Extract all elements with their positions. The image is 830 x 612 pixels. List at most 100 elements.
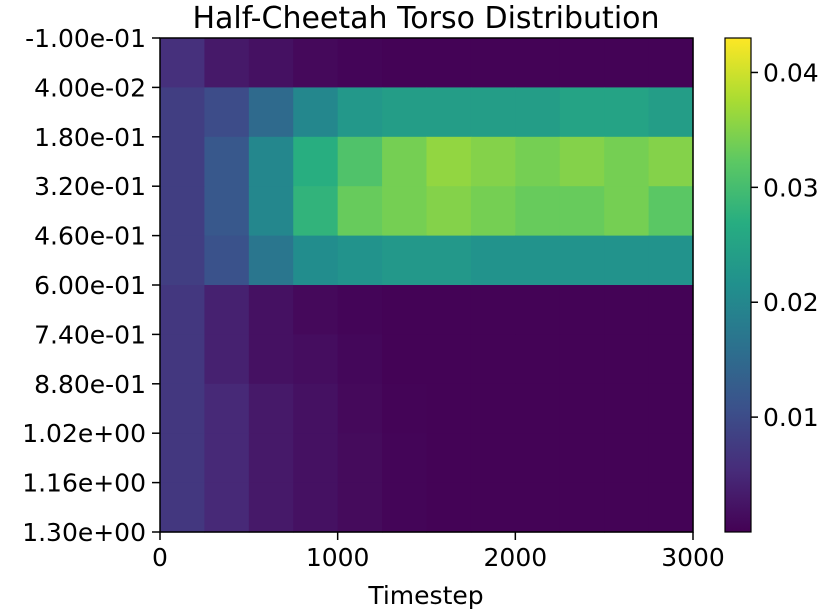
heatmap-cell (559, 334, 605, 385)
y-tick-label: 7.40e-01 (34, 320, 146, 349)
heatmap-cell (604, 482, 650, 533)
heatmap-cell (204, 235, 250, 286)
heatmap-cell (204, 87, 250, 138)
heatmap-cell (470, 235, 516, 286)
heatmap-cell (293, 235, 339, 286)
heatmap-cell (426, 334, 472, 385)
heatmap-cell (337, 482, 383, 533)
heatmap-cell (248, 186, 294, 237)
heatmap-cell (248, 38, 294, 88)
x-axis-label: Timestep (367, 581, 483, 610)
heatmap-cell (204, 383, 250, 434)
heatmap-cell (293, 38, 339, 88)
heatmap-cell (515, 285, 561, 335)
heatmap-cell (293, 136, 339, 187)
y-tick-label: 4.60e-01 (34, 222, 146, 251)
heatmap-cell (604, 186, 650, 237)
y-axis: -1.00e-01 4.00e-02 1.80e-01 3.20e-01 4.60e-0… (22, 24, 160, 547)
heatmap-cell (604, 38, 650, 88)
heatmap-cell (204, 433, 250, 484)
heatmap-cell (515, 136, 561, 187)
heatmap-cell (160, 433, 206, 484)
heatmap-cell (604, 383, 650, 434)
heatmap-cell (515, 235, 561, 286)
heatmap-cell (470, 334, 516, 385)
heatmap-cell (160, 334, 206, 385)
heatmap-cell (470, 87, 516, 138)
heatmap-cell (248, 334, 294, 385)
heatmap-cell (426, 136, 472, 187)
heatmap-cell (204, 334, 250, 385)
heatmap-cell (648, 38, 694, 88)
heatmap-cell (293, 482, 339, 533)
y-tick-label: 8.80e-01 (34, 370, 146, 399)
heatmap-cell (426, 383, 472, 434)
heatmap-cell (426, 38, 472, 88)
heatmap-cell (648, 334, 694, 385)
heatmap-cell (604, 334, 650, 385)
heatmap-cell (426, 235, 472, 286)
heatmap-cell (470, 186, 516, 237)
heatmap-cell (648, 235, 694, 286)
heatmap-cell (293, 186, 339, 237)
heatmap-cell (382, 334, 428, 385)
heatmap-cell (559, 38, 605, 88)
heatmap-cell (604, 433, 650, 484)
heatmap-cell (559, 383, 605, 434)
heatmap-cell (515, 186, 561, 237)
heatmap-cell (470, 433, 516, 484)
heatmap-cell (160, 285, 206, 335)
heatmap-cell (470, 136, 516, 187)
heatmap-cell (204, 285, 250, 335)
y-tick-label: 4.00e-02 (34, 73, 146, 102)
y-tick-label: -1.00e-01 (25, 24, 146, 53)
heatmap-cell (426, 433, 472, 484)
heatmap-cell (648, 285, 694, 335)
heatmap-cell (382, 482, 428, 533)
heatmap-cell (426, 87, 472, 138)
colorbar-tick-label: 0.02 (763, 288, 819, 317)
colorbar-gradient (724, 37, 752, 533)
heatmap-cell (160, 186, 206, 237)
heatmap-cell (337, 285, 383, 335)
heatmap-cell (337, 186, 383, 237)
heatmap-cell (248, 136, 294, 187)
y-tick-label: 1.02e+00 (22, 419, 146, 448)
heatmap-cell (604, 235, 650, 286)
heatmap-cell (248, 87, 294, 138)
heatmap-cell (382, 87, 428, 138)
heatmap-cell (248, 285, 294, 335)
x-tick-label: 1000 (306, 543, 370, 572)
heatmap-cell (382, 38, 428, 88)
heatmap-cell (337, 235, 383, 286)
heatmap-cell (382, 433, 428, 484)
x-tick-label: 0 (152, 543, 168, 572)
heatmap-cell (337, 334, 383, 385)
heatmap-cell (293, 87, 339, 138)
heatmap-cell (337, 38, 383, 88)
heatmap-cell (248, 383, 294, 434)
heatmap-cell (426, 482, 472, 533)
heatmap-cell (470, 482, 516, 533)
heatmap-cell (559, 433, 605, 484)
heatmap-cell (559, 87, 605, 138)
heatmap-cell (160, 87, 206, 138)
heatmap-cell (293, 433, 339, 484)
heatmap-cell (515, 383, 561, 434)
heatmap-cell (515, 334, 561, 385)
heatmap-cell (604, 285, 650, 335)
heatmap-cell (204, 38, 250, 88)
colorbar-tick-label: 0.04 (763, 58, 819, 87)
y-tick-label: 1.16e+00 (22, 469, 146, 498)
heatmap-cell (515, 482, 561, 533)
heatmap-cell (160, 235, 206, 286)
heatmap-cell (470, 285, 516, 335)
heatmap-cell (160, 482, 206, 533)
colorbar-axis: 0.01 0.02 0.03 0.04 (751, 58, 819, 432)
heatmap-cell (559, 285, 605, 335)
heatmap-cell (337, 433, 383, 484)
heatmap-cell (559, 136, 605, 187)
heatmap-cell (382, 186, 428, 237)
heatmap-cell (204, 186, 250, 237)
